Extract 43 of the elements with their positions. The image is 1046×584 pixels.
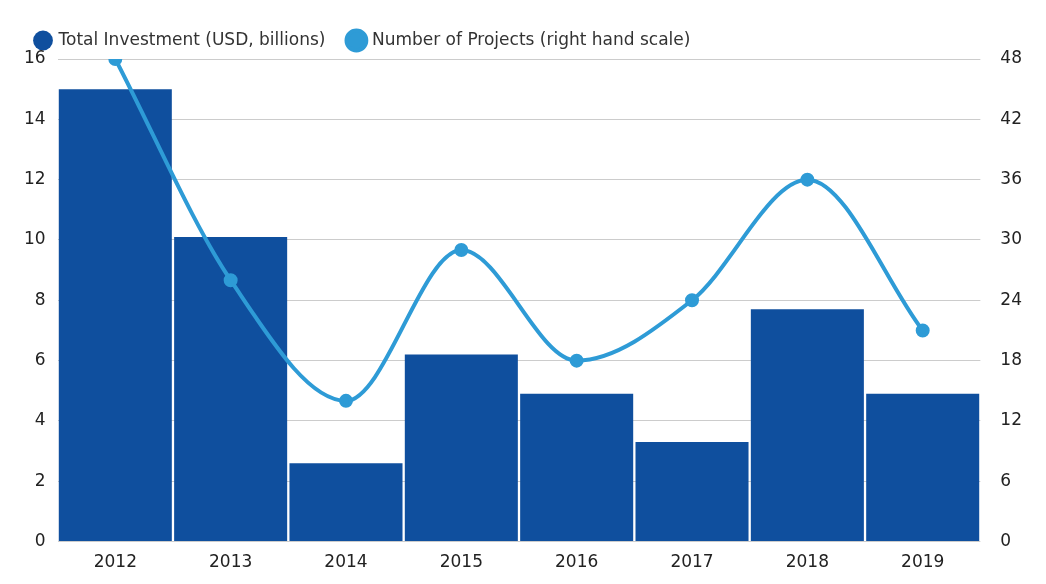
y2-tick-label: 12	[1000, 409, 1023, 430]
y2-tick-label: 24	[1000, 288, 1023, 309]
point	[454, 243, 469, 258]
y-tick-label: 2	[34, 469, 46, 490]
y2-tick-label: 18	[1000, 349, 1023, 370]
y-tick-label: 12	[23, 168, 46, 189]
x-tick-label: 2018	[785, 551, 829, 572]
y2-tick-label: 0	[1000, 530, 1012, 551]
bar	[174, 236, 288, 542]
y-tick-label: 4	[34, 409, 46, 430]
y-tick-label: 16	[23, 47, 46, 68]
bar	[866, 393, 980, 542]
point	[800, 172, 815, 187]
y-tick-label: 8	[34, 288, 46, 309]
point	[685, 293, 700, 308]
bar	[750, 309, 864, 542]
bar	[58, 89, 172, 542]
bar	[289, 463, 403, 542]
y2-tick-label: 6	[1000, 469, 1012, 490]
point	[569, 353, 584, 368]
x-tick-label: 2015	[439, 551, 483, 572]
x-tick-label: 2013	[209, 551, 253, 572]
y2-tick-label: 36	[1000, 168, 1023, 189]
point	[338, 393, 353, 408]
x-tick-label: 2017	[670, 551, 714, 572]
point	[223, 273, 238, 288]
y-tick-label: 14	[23, 107, 46, 128]
bar	[635, 442, 749, 542]
x-tick-label: 2016	[555, 551, 599, 572]
y2-tick-label: 42	[1000, 107, 1023, 128]
point	[915, 323, 930, 338]
y2-tick-label: 48	[1000, 47, 1023, 68]
legend-label: Number of Projects (right hand scale)	[371, 28, 691, 49]
x-tick-label: 2012	[93, 551, 137, 572]
y-tick-label: 0	[34, 530, 46, 551]
y2-tick-label: 30	[1000, 228, 1023, 249]
y-tick-label: 6	[34, 349, 46, 370]
bar	[404, 354, 518, 542]
legend-label: Total Investment (USD, billions)	[57, 28, 326, 49]
x-tick-label: 2014	[324, 551, 368, 572]
bar	[520, 393, 634, 542]
x-tick-label: 2019	[901, 551, 945, 572]
y-tick-label: 10	[23, 228, 46, 249]
